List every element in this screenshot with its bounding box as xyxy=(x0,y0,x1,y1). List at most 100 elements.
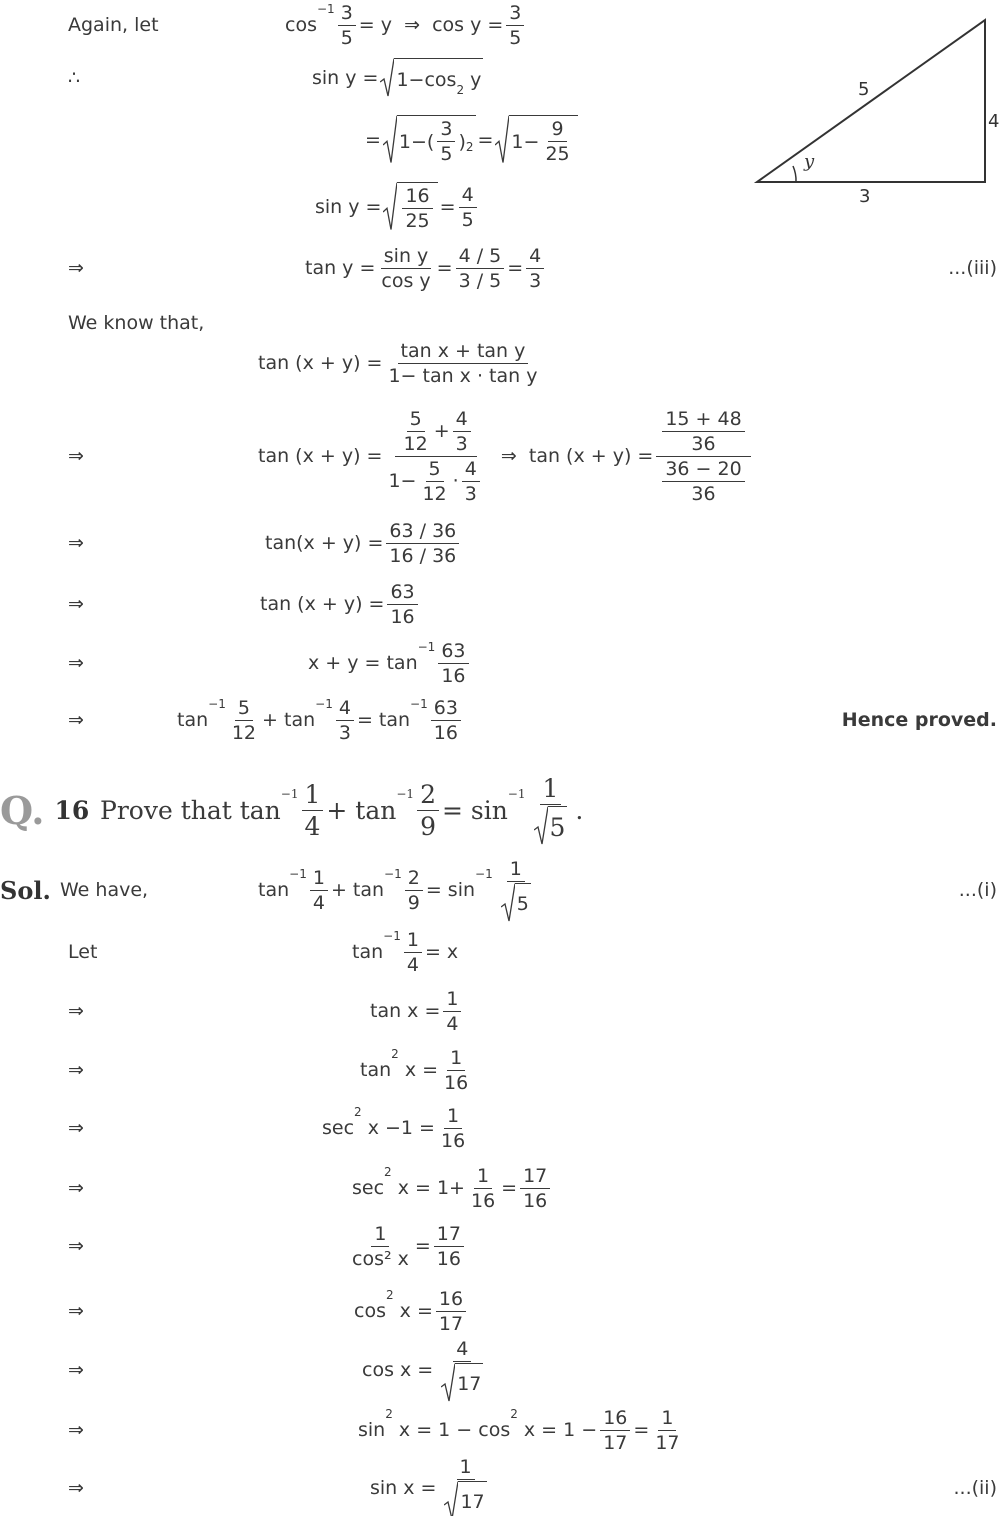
denominator: 12 xyxy=(229,721,259,744)
math-text: 1−cos xyxy=(396,68,457,91)
math-text: 1−( xyxy=(398,130,435,153)
lead-text: We have, xyxy=(60,879,149,901)
fraction: 5 12 xyxy=(419,458,449,505)
fraction: 5 12 xyxy=(401,408,431,455)
square-root: 1−cos 2 y xyxy=(380,58,484,98)
row-lead: We have, xyxy=(60,845,148,935)
math-text: 1 xyxy=(304,779,321,809)
denominator: 3 xyxy=(462,482,480,505)
math-text: 25 xyxy=(405,210,430,232)
lead-text: Let xyxy=(68,941,98,963)
numerator: 1 xyxy=(371,1223,390,1247)
equation-row: ⇒ sec 2 x = 1+ 1 16 = 17 16 xyxy=(0,1143,999,1233)
denominator: 4 xyxy=(302,811,324,841)
fraction: 15 + 48 36 36 − 20 36 xyxy=(656,408,751,505)
numerator: 16 xyxy=(600,1406,631,1431)
math-text: x = 1 − xyxy=(517,1419,598,1441)
denominator: 5 xyxy=(496,882,536,923)
superscript: 2 xyxy=(384,1165,392,1179)
expression: tan −1 1 4 + tan −1 2 9 = sin −1 1 5 xyxy=(258,845,539,935)
math-text: tan x = xyxy=(370,1000,441,1022)
lead-text: Again, let xyxy=(68,14,159,36)
numerator: 3 xyxy=(506,2,525,26)
math-text: tan xyxy=(360,1059,392,1081)
math-text: = xyxy=(365,129,381,151)
denominator: 4 xyxy=(443,1012,461,1035)
denominator: 5 xyxy=(338,26,356,49)
math-text: x = 1+ xyxy=(391,1177,465,1199)
numerator: 63 xyxy=(387,581,418,605)
math-text: cos x = xyxy=(362,1359,434,1381)
math-text: 3 xyxy=(340,1,353,24)
math-text: 1 xyxy=(450,1046,463,1069)
denominator: 3 xyxy=(336,721,354,744)
math-text: 17 xyxy=(655,1431,680,1454)
expression: tan x = 1 4 xyxy=(370,966,464,1056)
expression: sin y = 1−cos 2 y xyxy=(312,33,485,123)
math-text: tan (x + y) = xyxy=(260,593,385,615)
lead-text: ⇒ xyxy=(68,445,84,467)
opposite-label: 4 xyxy=(988,111,999,132)
angle-arc xyxy=(792,165,797,183)
math-text: 3 xyxy=(338,721,351,744)
math-text: 1 xyxy=(446,987,459,1010)
row-lead: ⇒ xyxy=(68,1443,84,1516)
radical-sign xyxy=(441,1363,455,1403)
math-text: + tan xyxy=(326,795,397,825)
math-text: 16 / 36 xyxy=(389,544,457,567)
equation-row: ⇒ sec 2 x −1 = 1 16 xyxy=(0,1083,999,1173)
equation-tag: ...(iii) xyxy=(948,223,997,313)
row-lead: We know that, xyxy=(68,278,204,368)
math-text: · xyxy=(452,470,459,492)
math-text: sin y = xyxy=(312,67,379,89)
equation-row: ∴ sin y = 1−cos 2 y xyxy=(0,33,999,123)
math-text: 3 xyxy=(440,118,453,140)
row-lead: ⇒ xyxy=(68,1201,84,1291)
equation-row: ⇒ tan 2 x = 1 16 xyxy=(0,1025,999,1115)
fraction: 16 25 xyxy=(402,185,433,232)
triangle xyxy=(753,18,986,183)
fraction: tan x + tan y 1− tan x · tan y xyxy=(385,340,540,387)
radical-sign xyxy=(444,1481,458,1516)
math-text: cos² x xyxy=(352,1247,409,1270)
math-text: 3 xyxy=(529,269,542,292)
row-lead: ⇒ xyxy=(68,1143,84,1233)
numerator: 16 xyxy=(435,1288,467,1312)
note-text: Hence proved. xyxy=(841,709,997,731)
expression: tan (x + y) = tan x + tan y 1− tan x · tan… xyxy=(258,318,543,408)
solution-label: Sol. xyxy=(0,845,51,935)
math-text: 1 xyxy=(447,1104,460,1127)
denominator: 17 xyxy=(439,1480,491,1516)
math-text: 16 xyxy=(436,1247,461,1270)
numerator: 36 − 20 xyxy=(662,458,745,482)
math-text: 17 xyxy=(457,1373,482,1395)
radicand: 1− 9 25 xyxy=(509,115,578,165)
expression: tan 2 x = 1 16 xyxy=(360,1025,474,1115)
expression: = 1−(3 5) 2 = 1− 9 25 xyxy=(365,95,580,185)
math-text: tan (x + y) = xyxy=(258,352,383,374)
math-text: 16 xyxy=(444,1071,469,1094)
math-text: 3 xyxy=(455,432,468,455)
expression: sec 2 x −1 = 1 16 xyxy=(322,1083,471,1173)
fraction: 5 12 +4 3 1− 5 12 · 4 3 xyxy=(385,408,485,505)
lead-text: ⇒ xyxy=(68,1419,84,1441)
math-text: 1 xyxy=(661,1406,674,1429)
radical-sign xyxy=(380,58,394,98)
superscript: 2 xyxy=(456,83,465,97)
math-text: sec xyxy=(352,1177,385,1199)
square-root: 17 xyxy=(441,1362,484,1403)
equation-row: ⇒ 1 cos² x = 17 16 xyxy=(0,1201,999,1291)
math-text: 4 xyxy=(446,1012,459,1035)
lead-text: ⇒ xyxy=(68,1300,84,1322)
math-text: 16 xyxy=(603,1406,628,1429)
math-text: 4 xyxy=(338,696,351,719)
